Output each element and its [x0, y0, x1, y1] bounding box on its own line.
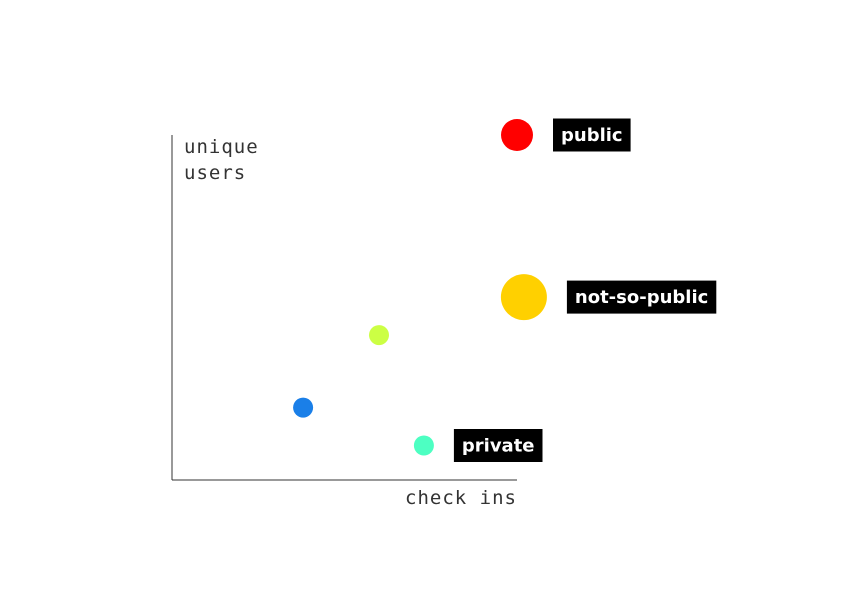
point-private: [413, 435, 434, 456]
tag-public-background: [553, 118, 631, 152]
point-light-green: [369, 325, 389, 346]
y-axis-label-line-2: users: [184, 162, 246, 184]
tag-not-so-public: not-so-public: [566, 280, 717, 314]
point-blue: [293, 397, 314, 418]
tag-not-so-public-background: [566, 280, 717, 314]
tag-public-text: public: [561, 125, 623, 146]
tag-public: public: [553, 118, 631, 152]
tag-private: private: [453, 429, 543, 462]
data-points: [293, 119, 547, 456]
x-axis-label: check ins: [405, 487, 517, 509]
point-public: [501, 119, 533, 151]
tag-not-so-public-text: not-so-public: [575, 287, 708, 308]
point-labels: public not-so-public private: [453, 118, 717, 462]
y-axis-label-line-1: unique: [184, 136, 259, 158]
tag-private-text: private: [462, 436, 535, 457]
tag-private-background: [453, 429, 543, 462]
point-not-so-public: [500, 274, 547, 321]
